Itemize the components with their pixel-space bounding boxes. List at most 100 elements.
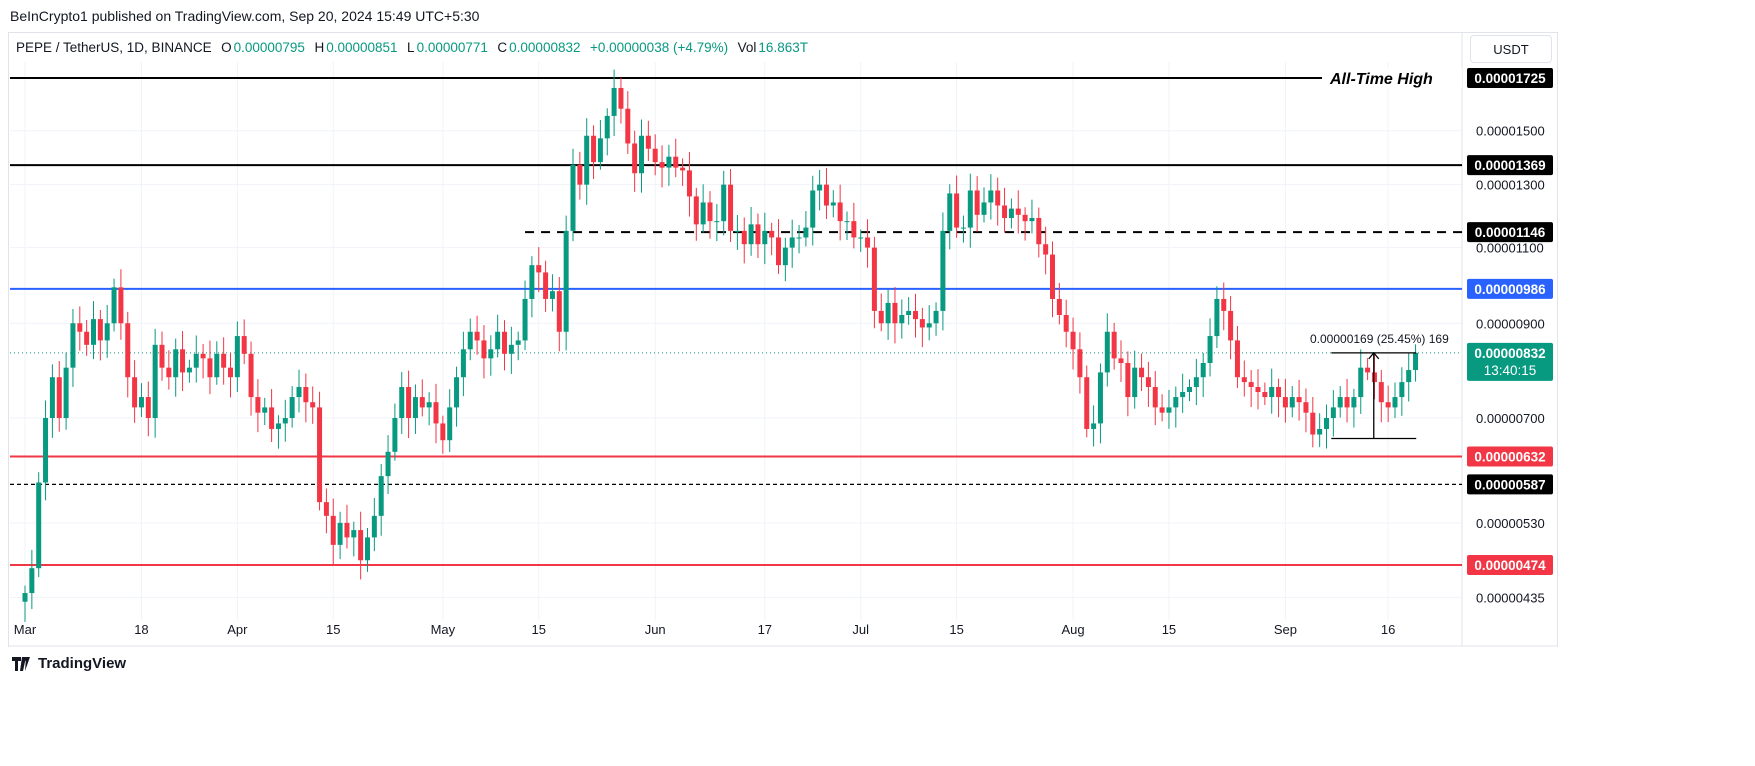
candle-down: [1241, 377, 1247, 383]
candle-down: [1221, 298, 1227, 311]
candle-down: [776, 237, 781, 266]
tradingview-logo[interactable]: TradingView: [12, 655, 126, 672]
volume-value: 16.863T: [758, 40, 808, 55]
candle-down: [132, 377, 138, 408]
measure-label: 0.00000169 (25.45%) 169: [1310, 332, 1449, 346]
time-tick-label: 15: [326, 622, 340, 637]
open-label: O: [221, 40, 232, 55]
price-label-box: [1467, 155, 1553, 176]
candle-down: [1056, 298, 1062, 315]
time-tick-label: May: [431, 622, 456, 637]
candle-down: [1077, 349, 1083, 378]
candle-down: [502, 331, 507, 354]
candle-down: [1276, 387, 1282, 398]
candle-up: [1029, 217, 1035, 222]
candle-up: [214, 353, 220, 378]
change-value: +0.00000038 (+4.79%): [590, 40, 729, 55]
candle-up: [1406, 370, 1412, 383]
candle-up: [365, 537, 370, 561]
countdown-label: 13:40:15: [1484, 363, 1537, 378]
candle-down: [1159, 407, 1165, 413]
candle-up: [803, 227, 809, 238]
candle-up: [385, 451, 391, 477]
candle-up: [1392, 397, 1398, 408]
candle-up: [885, 302, 891, 324]
candle-down: [1344, 397, 1350, 408]
candle-down: [84, 331, 90, 345]
candle-up: [447, 407, 453, 441]
candle-up: [262, 407, 268, 413]
candle-down: [56, 377, 62, 419]
candle-down: [652, 148, 658, 163]
candle-down: [1262, 392, 1268, 398]
candle-down: [645, 135, 651, 149]
candle-up: [789, 237, 795, 248]
current-price-box: [1467, 342, 1553, 381]
candle-down: [728, 184, 734, 231]
candle-down: [1118, 358, 1124, 363]
candle-down: [317, 407, 323, 503]
level-price-label: 0.00000986: [1474, 282, 1546, 297]
candle-up: [70, 323, 76, 368]
candle-up: [1132, 367, 1138, 398]
candle-up: [1330, 407, 1336, 419]
candle-down: [481, 340, 487, 359]
candle-down: [1070, 331, 1076, 350]
symbol-title[interactable]: PEPE / TetherUS, 1D, BINANCE: [16, 40, 212, 55]
price-label-box: [1467, 68, 1553, 88]
candle-down: [330, 515, 336, 545]
candle-down: [97, 319, 103, 341]
candle-down: [755, 224, 761, 245]
candle-down: [878, 310, 884, 324]
candle-down: [1365, 367, 1371, 373]
candle-up: [29, 568, 35, 594]
candle-down: [1310, 412, 1316, 435]
candle-down: [159, 344, 165, 368]
measure-arrow-icon: [1368, 351, 1380, 360]
candle-up: [734, 230, 740, 232]
candle-down: [618, 87, 624, 109]
candle-down: [228, 367, 233, 378]
time-tick-label: 15: [532, 622, 546, 637]
candle-down: [419, 397, 425, 408]
time-tick-label: 16: [1381, 622, 1395, 637]
candle-down: [954, 193, 960, 228]
candle-up: [933, 310, 939, 324]
candle-up: [844, 221, 850, 223]
level-price-label: 0.00001146: [1475, 225, 1546, 240]
candle-up: [666, 156, 672, 168]
candle-up: [22, 593, 28, 602]
ath-note-bg: [1322, 68, 1462, 88]
candle-up: [899, 314, 905, 324]
candle-down: [344, 522, 350, 538]
candle-up: [762, 230, 768, 245]
candle-up: [1200, 362, 1206, 378]
candle-down: [659, 162, 665, 168]
candle-down: [1152, 387, 1158, 408]
candle-down: [221, 353, 227, 368]
candle-up: [43, 418, 49, 483]
time-tick-label: Jul: [852, 622, 869, 637]
candle-down: [1139, 367, 1145, 378]
candle-down: [241, 336, 247, 354]
price-tick-label: 0.00000700: [1476, 411, 1545, 426]
candle-up: [282, 418, 288, 424]
candle-up: [1008, 208, 1014, 218]
currency-button[interactable]: USDT: [1470, 35, 1552, 63]
candle-up: [830, 202, 836, 206]
candle-up: [91, 319, 96, 345]
candle-down: [919, 319, 925, 328]
price-tick-label: 0.00001300: [1476, 178, 1545, 193]
candle-up: [1317, 428, 1323, 435]
candle-down: [118, 287, 124, 324]
ohlc-legend: PEPE / TetherUS, 1D, BINANCE O 0.00000795…: [16, 40, 810, 55]
candle-up: [1166, 407, 1172, 413]
candle-down: [303, 387, 309, 403]
close-label: C: [497, 40, 508, 55]
candle-up: [1337, 397, 1343, 408]
candle-up: [796, 237, 802, 239]
time-tick-label: 15: [949, 622, 963, 637]
candle-down: [269, 407, 275, 429]
candle-up: [1207, 336, 1213, 363]
